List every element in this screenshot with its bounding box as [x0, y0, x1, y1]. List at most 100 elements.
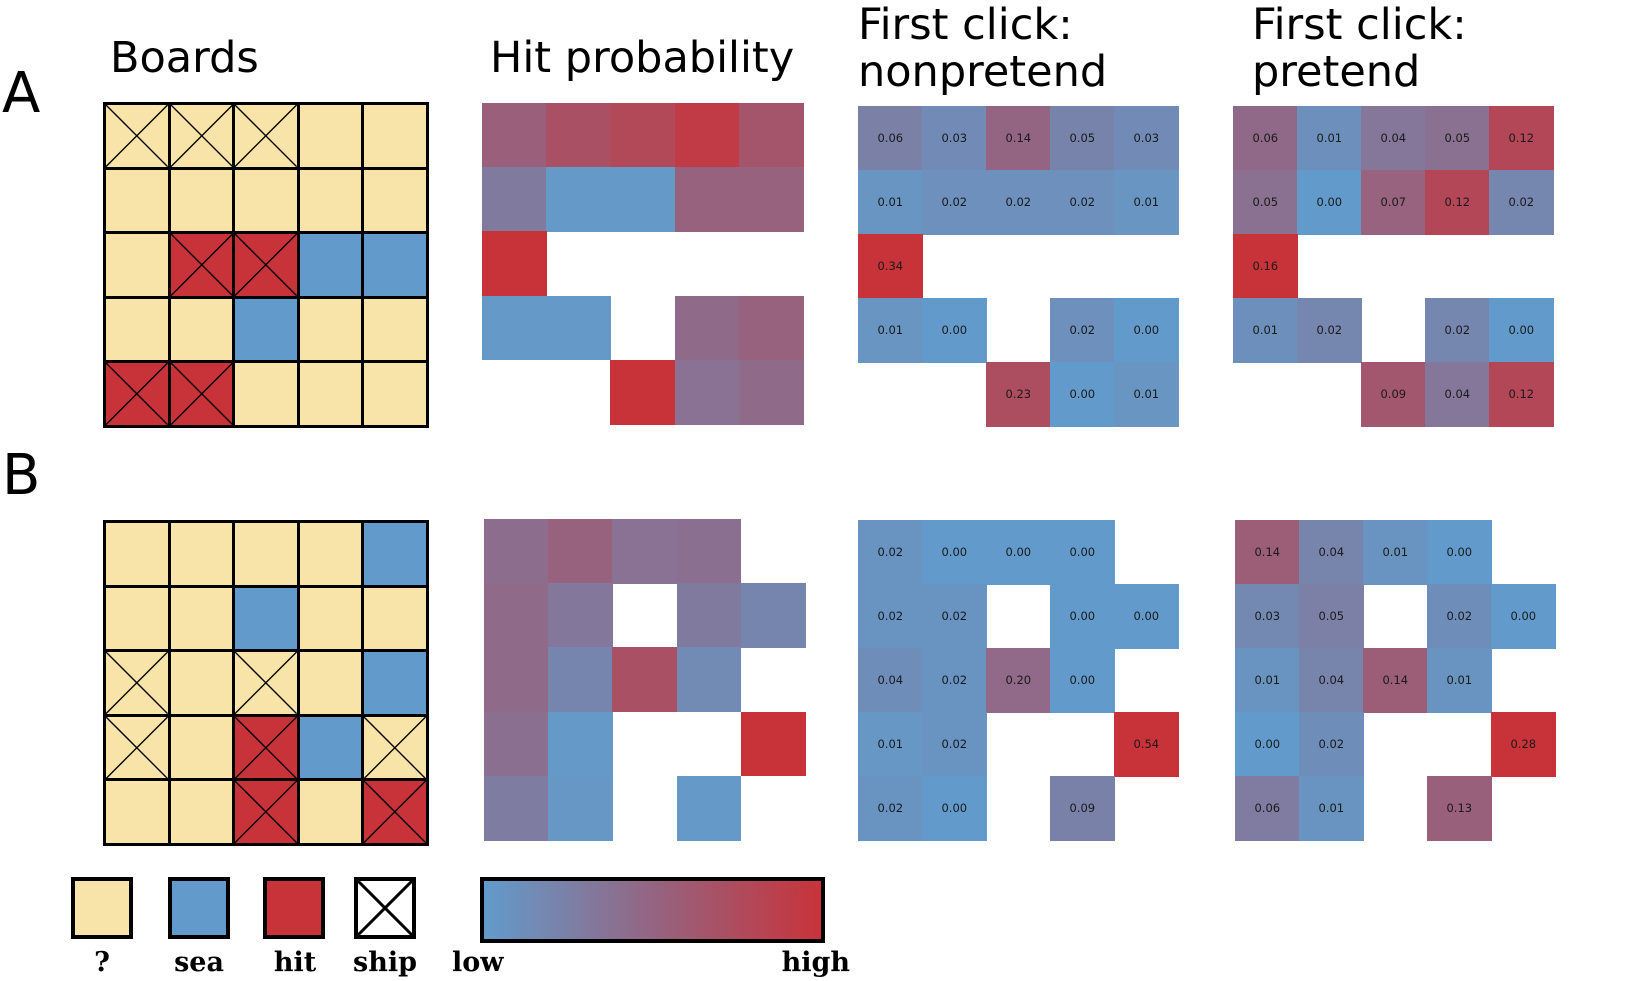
nonpretend-a-cell-r5-c5: 0.01	[1114, 362, 1179, 427]
ship-cross-icon	[363, 780, 427, 844]
click-probability-value: 0.14	[1382, 673, 1409, 688]
click-probability-value: 0.12	[1444, 195, 1471, 210]
ship-cross-icon	[170, 233, 233, 297]
pretend-a-cell-r1-c5: 0.12	[1489, 106, 1554, 171]
first-click-pretend-a: 0.06 0.01 0.04 0.05 0.12 0.05 0.00 0.07 0.12 0.02…	[1233, 106, 1554, 427]
click-probability-value: 0.28	[1510, 737, 1537, 752]
board-b-cell-r1-c5	[361, 520, 429, 588]
ship-cross-icon	[363, 716, 427, 779]
pretend-a-cell-r4-c5: 0.00	[1489, 298, 1554, 363]
nonpretend-b-cell-r3-c4: 0.00	[1050, 648, 1115, 713]
board-a-cell-r3-c3	[232, 231, 300, 299]
click-probability-value: 0.02	[941, 195, 968, 210]
click-probability-value: 0.04	[1318, 545, 1345, 560]
ship-cross-icon	[105, 362, 169, 426]
click-probability-value: 0.54	[1133, 737, 1160, 752]
hit-probability-a-cell-r1-c2	[546, 103, 611, 168]
legend-sea-swatch	[168, 877, 230, 939]
hit-probability-a-cell-r1-c3	[610, 103, 676, 168]
click-probability-value: 0.16	[1252, 259, 1279, 274]
board-b-cell-r3-c5	[361, 649, 429, 717]
pretend-a-cell-r3-c1: 0.16	[1233, 234, 1298, 299]
nonpretend-a-cell-r2-c4: 0.02	[1050, 170, 1115, 235]
hit-probability-b-cell-r5-c1	[484, 775, 549, 841]
nonpretend-a-cell-r4-c5: 0.00	[1114, 298, 1179, 363]
board-a-cell-r2-c1	[103, 166, 171, 235]
click-probability-value: 0.04	[1444, 387, 1471, 402]
pretend-b-cell-r4-c5: 0.28	[1491, 712, 1556, 777]
board-a-cell-r3-c1	[103, 231, 171, 299]
board-a-cell-r1-c5	[361, 102, 429, 170]
pretend-b-cell-r2-c2: 0.05	[1299, 584, 1364, 649]
legend-probability-gradient	[480, 877, 825, 943]
nonpretend-b-cell-r2-c5: 0.00	[1114, 584, 1179, 649]
click-probability-value: 0.00	[1133, 609, 1160, 624]
pretend-a-cell-r5-c4: 0.04	[1425, 362, 1490, 427]
first-click-nonpretend-b: 0.02 0.00 0.00 0.00 0.02 0.02 0.00 0.00 0.04 0.02…	[858, 520, 1179, 841]
click-probability-value: 0.04	[1318, 673, 1345, 688]
click-probability-value: 0.12	[1508, 387, 1535, 402]
board-a-cell-r4-c3	[232, 295, 300, 364]
click-probability-value: 0.00	[1069, 673, 1096, 688]
click-probability-value: 0.03	[1133, 131, 1160, 146]
click-probability-value: 0.02	[1316, 323, 1343, 338]
board-b-cell-r4-c2	[167, 713, 236, 782]
nonpretend-b-cell-r5-c2: 0.00	[922, 776, 987, 841]
legend-sea-label: sea	[174, 947, 224, 978]
hit-probability-b-cell-r1-c2	[548, 519, 613, 584]
hit-probability-b-cell-r3-c2	[548, 647, 613, 713]
nonpretend-a-cell-r2-c5: 0.01	[1114, 170, 1179, 235]
nonpretend-a-cell-r2-c1: 0.01	[858, 170, 923, 235]
title-boards: Boards	[110, 33, 259, 83]
row-label-b: B	[2, 443, 41, 508]
hit-probability-b-cell-r5-c2	[548, 775, 613, 841]
board-b-cell-r5-c3	[232, 778, 300, 846]
ship-cross-icon	[105, 716, 169, 779]
board-b-cell-r4-c4	[296, 713, 365, 782]
click-probability-value: 0.01	[1133, 387, 1160, 402]
legend-hit-swatch	[263, 877, 325, 939]
hit-probability-a-cell-r2-c5	[738, 167, 804, 232]
click-probability-value: 0.01	[1382, 545, 1409, 560]
hit-probability-b-cell-r4-c1	[484, 711, 549, 777]
click-probability-value: 0.00	[1069, 609, 1096, 624]
hit-probability-a-cell-r4-c2	[546, 295, 611, 361]
click-probability-value: 0.00	[1254, 737, 1281, 752]
click-probability-value: 0.13	[1446, 801, 1473, 816]
click-probability-value: 0.00	[1133, 323, 1160, 338]
hit-probability-a-cell-r4-c5	[738, 295, 804, 361]
click-probability-value: 0.00	[941, 323, 968, 338]
click-probability-value: 0.01	[1446, 673, 1473, 688]
hit-probability-a-cell-r5-c5	[738, 359, 804, 425]
pretend-b-cell-r1-c1: 0.14	[1235, 520, 1300, 585]
click-probability-value: 0.02	[877, 609, 904, 624]
click-probability-value: 0.00	[1316, 195, 1343, 210]
pretend-a-cell-r2-c4: 0.12	[1425, 170, 1490, 235]
hit-probability-b-cell-r2-c1	[484, 583, 549, 648]
pretend-a-cell-r1-c2: 0.01	[1297, 106, 1362, 171]
click-probability-value: 0.02	[1069, 195, 1096, 210]
click-probability-value: 0.02	[877, 545, 904, 560]
board-b	[103, 520, 429, 846]
title-hit-probability: Hit probability	[490, 33, 795, 83]
ship-cross-icon	[234, 716, 298, 779]
pretend-a-cell-r4-c4: 0.02	[1425, 298, 1490, 363]
ship-cross-icon	[234, 104, 298, 168]
pretend-b-cell-r3-c1: 0.01	[1235, 648, 1300, 713]
board-b-cell-r4-c3	[232, 713, 300, 782]
click-probability-value: 0.05	[1252, 195, 1279, 210]
board-b-cell-r3-c3	[232, 649, 300, 717]
click-probability-value: 0.02	[1005, 195, 1032, 210]
board-a-cell-r2-c2	[167, 166, 236, 235]
legend-ship-swatch	[354, 877, 416, 939]
click-probability-value: 0.23	[1005, 387, 1032, 402]
pretend-b-cell-r1-c2: 0.04	[1299, 520, 1364, 585]
board-b-cell-r3-c2	[167, 649, 236, 717]
hit-probability-a-cell-r1-c4	[674, 103, 740, 168]
nonpretend-b-cell-r1-c1: 0.02	[858, 520, 923, 585]
ship-cross-icon	[234, 233, 298, 297]
hit-probability-b-cell-r3-c4	[676, 647, 742, 713]
hit-probability-b-cell-r2-c5	[740, 583, 806, 648]
board-b-cell-r5-c4	[296, 778, 365, 846]
